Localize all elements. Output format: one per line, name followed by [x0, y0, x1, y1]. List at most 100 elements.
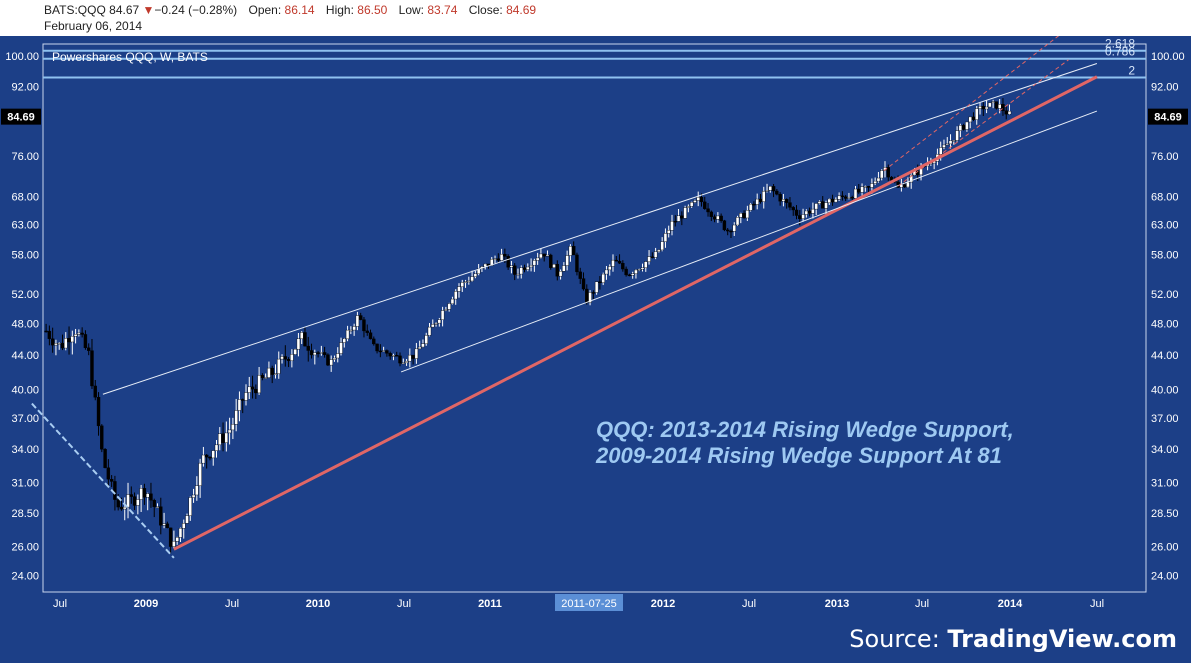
- candle: [719, 215, 723, 221]
- candle: [470, 276, 474, 282]
- candle: [745, 210, 750, 219]
- candle: [221, 433, 225, 443]
- candle: [136, 499, 140, 506]
- fib-level-label: 2: [1128, 64, 1135, 78]
- candle: [585, 288, 589, 303]
- candle: [699, 196, 704, 203]
- candle: [326, 354, 330, 366]
- candle: [663, 233, 668, 242]
- candle: [208, 456, 212, 459]
- candle: [535, 257, 540, 261]
- candle: [90, 350, 94, 387]
- candle: [863, 186, 868, 188]
- trend-line: [102, 63, 1098, 395]
- candle: [981, 106, 985, 110]
- candle: [250, 386, 255, 390]
- candle: [709, 211, 714, 217]
- candle: [319, 352, 324, 354]
- candle: [162, 523, 166, 526]
- quote-date: February 06, 2014: [44, 19, 143, 33]
- candle: [60, 342, 65, 349]
- close-value: 84.69: [506, 3, 537, 17]
- x-tick-label: 2010: [306, 598, 330, 610]
- candle: [834, 199, 838, 203]
- candle: [234, 410, 238, 425]
- candle: [80, 332, 84, 335]
- candle: [283, 356, 288, 360]
- candle: [781, 199, 786, 202]
- candle: [421, 343, 425, 348]
- candle: [876, 177, 881, 182]
- candle: [270, 367, 274, 375]
- candle: [817, 201, 822, 204]
- candle: [644, 261, 648, 268]
- candle: [611, 259, 615, 267]
- candle: [984, 106, 989, 110]
- candle: [686, 206, 691, 208]
- y-tick-label: 24.00: [11, 571, 39, 583]
- y-tick-label: 28.50: [11, 508, 39, 520]
- candle: [447, 303, 451, 310]
- candle: [490, 259, 494, 266]
- candle: [516, 273, 520, 276]
- candle: [408, 354, 412, 362]
- candle: [424, 335, 428, 344]
- y-tick-label: 63.00: [1151, 219, 1179, 231]
- candle: [971, 116, 976, 120]
- candle: [290, 354, 294, 362]
- y-tick-label: 24.00: [1151, 571, 1179, 583]
- candle: [598, 281, 602, 283]
- candle: [627, 274, 632, 277]
- candle: [54, 343, 58, 346]
- candle: [788, 202, 792, 208]
- candle: [902, 184, 907, 188]
- open-value: 86.14: [284, 3, 315, 17]
- candle: [309, 350, 314, 356]
- candle: [794, 209, 799, 216]
- candle: [630, 273, 635, 276]
- candle: [414, 348, 419, 359]
- candle: [463, 281, 468, 283]
- candle: [103, 449, 107, 468]
- candle: [172, 541, 176, 547]
- ticker-symbol[interactable]: BATS:QQQ: [44, 3, 106, 17]
- high-label: High:: [325, 3, 354, 17]
- candle: [755, 198, 759, 205]
- y-tick-label: 63.00: [11, 219, 39, 231]
- candle: [696, 196, 700, 201]
- y-tick-label: 76.00: [1151, 151, 1179, 163]
- candle: [67, 338, 71, 343]
- candle: [355, 315, 360, 327]
- candle: [454, 291, 458, 300]
- candle: [735, 217, 740, 226]
- y-tick-label: 92.00: [1151, 82, 1179, 94]
- candle: [997, 104, 1002, 109]
- candle: [440, 310, 445, 320]
- candle: [886, 167, 890, 178]
- candle: [296, 338, 301, 350]
- candle: [722, 220, 727, 231]
- candle: [545, 254, 550, 257]
- candle: [322, 352, 327, 355]
- candle: [83, 334, 88, 349]
- candle: [1001, 104, 1005, 111]
- high-value: 86.50: [357, 3, 388, 17]
- candle: [145, 493, 150, 498]
- candle: [57, 342, 61, 345]
- candle: [614, 259, 618, 262]
- source-brand: TradingView.com: [947, 625, 1177, 653]
- y-tick-label: 58.00: [11, 249, 39, 261]
- candle: [129, 494, 134, 497]
- candle: [539, 253, 543, 259]
- candle: [113, 481, 117, 500]
- candle: [450, 298, 455, 305]
- candle: [850, 197, 854, 199]
- candle: [119, 506, 124, 510]
- candle: [840, 195, 845, 198]
- candle: [391, 355, 396, 357]
- candle: [316, 352, 320, 354]
- trend-line: [400, 110, 1098, 373]
- candle: [594, 281, 599, 293]
- candle: [798, 215, 802, 219]
